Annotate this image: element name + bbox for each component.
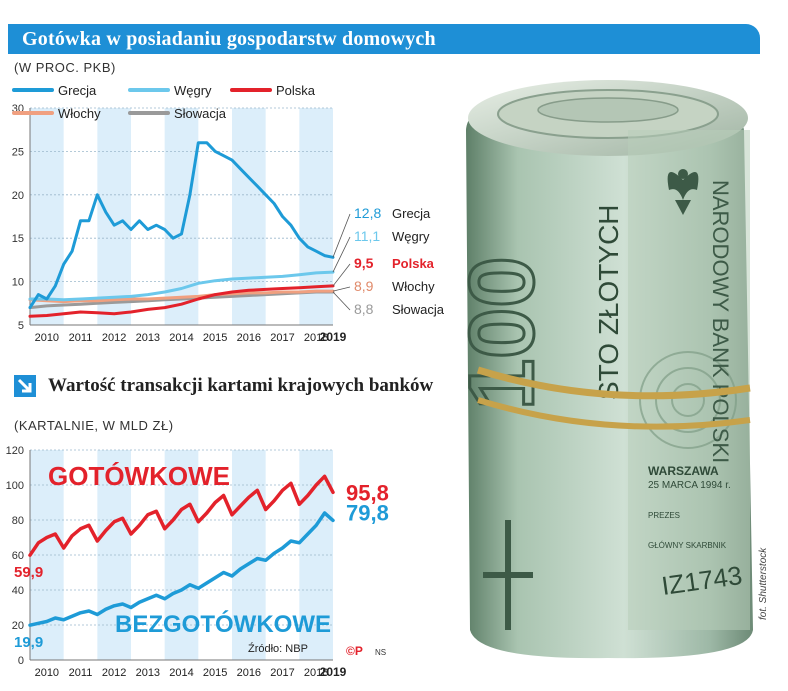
leader-line xyxy=(332,263,351,287)
x-tick-label: 2012 xyxy=(102,667,126,679)
eagle-icon xyxy=(667,169,699,215)
end-value-grecja: 12,8 xyxy=(354,205,381,221)
x-tick-label: 2011 xyxy=(69,667,93,679)
source-note: Źródło: NBP xyxy=(248,642,308,655)
end-name-wlochy: Włochy xyxy=(392,279,435,294)
end-name-grecja: Grecja xyxy=(392,206,431,221)
series-line-gotowkowe xyxy=(28,474,335,557)
y-tick-label: 20 xyxy=(12,190,24,202)
chart2-subtitle: (KARTALNIE, W MLD ZŁ) xyxy=(14,418,174,433)
x-tick-label: 2014 xyxy=(169,332,193,344)
x-tick-label: 2012 xyxy=(102,332,126,344)
series-label-gotowkowe: GOTÓWKOWE xyxy=(48,461,230,491)
series-line-polska xyxy=(28,284,335,318)
end-value-bezgotowkowe: 79,8 xyxy=(346,500,389,525)
year-band xyxy=(97,108,131,325)
x-tick-label: 2017 xyxy=(270,667,294,679)
y-tick-label: 10 xyxy=(12,277,24,289)
start-value-bezgotowkowe: 19,9 xyxy=(14,634,43,651)
copyright-ns: NS xyxy=(375,648,386,657)
end-name-wegry: Węgry xyxy=(392,229,430,244)
x-tick-label: 2018 xyxy=(304,667,328,679)
legend-label-polska: Polska xyxy=(276,83,316,98)
title-banner: Gotówka w posiadaniu gospodarstw domowyc… xyxy=(8,24,760,54)
x-tick-label: 2016 xyxy=(237,667,261,679)
x-tick-label: 2017 xyxy=(270,332,294,344)
series-line-grecja xyxy=(28,141,335,310)
series-label-bezgotowkowe: BEZGOTÓWKOWE xyxy=(115,610,331,638)
end-value-wlochy: 8,9 xyxy=(354,278,374,294)
rubber-band xyxy=(476,366,751,400)
plus-mark xyxy=(483,520,533,630)
photo-credit: fot. Shutterstock xyxy=(758,547,769,620)
x-tick-label: 2010 xyxy=(35,667,59,679)
x-tick-label: 2019 xyxy=(320,665,347,679)
end-value-slowacja: 8,8 xyxy=(354,301,374,317)
year-band xyxy=(232,450,266,660)
start-value-gotowkowe: 59,9 xyxy=(14,564,43,581)
y-tick-label: 100 xyxy=(6,480,24,492)
x-tick-label: 2018 xyxy=(304,332,328,344)
arrow-icon xyxy=(14,375,36,397)
end-value-polska: 9,5 xyxy=(354,255,374,271)
series-line-slowacja xyxy=(28,290,335,310)
end-name-slowacja: Słowacja xyxy=(392,302,445,317)
y-tick-label: 20 xyxy=(12,620,24,632)
legend-label-grecja: Grecja xyxy=(58,83,97,98)
banknote-city: WARSZAWA xyxy=(648,464,719,478)
series-line-bezgotowkowe xyxy=(28,511,335,627)
y-tick-label: 80 xyxy=(12,515,24,527)
series-line-wegry xyxy=(28,270,335,302)
end-name-polska: Polska xyxy=(392,256,435,271)
chart2-title: Wartość transakcji kartami krajowych ban… xyxy=(48,375,434,396)
x-tick-label: 2014 xyxy=(169,667,193,679)
leader-line xyxy=(332,291,351,311)
leader-line xyxy=(332,213,351,258)
chart-title: Gotówka w posiadaniu gospodarstw domowyc… xyxy=(22,28,436,50)
legend-label-wlochy: Włochy xyxy=(58,106,101,121)
y-tick-label: 0 xyxy=(18,655,24,667)
legend-label-slowacja: Słowacja xyxy=(174,106,227,121)
series-line-wlochy xyxy=(28,289,335,304)
y-tick-label: 120 xyxy=(6,445,24,457)
y-tick-label: 25 xyxy=(12,146,24,158)
x-tick-label: 2019 xyxy=(320,330,347,344)
y-tick-label: 15 xyxy=(12,233,24,245)
banknote-skarbnik: GŁÓWNY SKARBNIK xyxy=(648,541,727,550)
x-tick-label: 2013 xyxy=(136,667,160,679)
banknote-words: STO ZŁOTYCH xyxy=(593,204,624,400)
legend-label-wegry: Węgry xyxy=(174,83,212,98)
banknote-bank: NARODOWY BANK POLSKI xyxy=(708,180,733,463)
y-tick-label: 5 xyxy=(18,320,24,332)
chart-subtitle: (W PROC. PKB) xyxy=(14,60,116,75)
banknote-roll-photo: 100 STO ZŁOTYCH NARODOWY BANK POLSKI WAR… xyxy=(450,80,753,659)
copyright-mark: ©P xyxy=(346,644,363,658)
end-value-wegry: 11,1 xyxy=(354,228,380,244)
x-tick-label: 2016 xyxy=(237,332,261,344)
leader-line xyxy=(332,286,351,292)
x-tick-label: 2011 xyxy=(69,332,93,344)
x-tick-label: 2015 xyxy=(203,332,227,344)
x-tick-label: 2015 xyxy=(203,667,227,679)
leader-line xyxy=(332,236,351,273)
x-tick-label: 2013 xyxy=(136,332,160,344)
year-band xyxy=(30,108,64,325)
x-tick-label: 2010 xyxy=(35,332,59,344)
end-value-gotowkowe: 95,8 xyxy=(346,480,389,505)
y-tick-label: 60 xyxy=(12,550,24,562)
banknote-prezes: PREZES xyxy=(648,511,680,520)
y-tick-label: 40 xyxy=(12,585,24,597)
banknote-date: 25 MARCA 1994 r. xyxy=(648,480,731,491)
chart2: 0 20 40 60 80 100 120 2010 2011 2012 2013 2014 2015 2… xyxy=(6,445,389,679)
